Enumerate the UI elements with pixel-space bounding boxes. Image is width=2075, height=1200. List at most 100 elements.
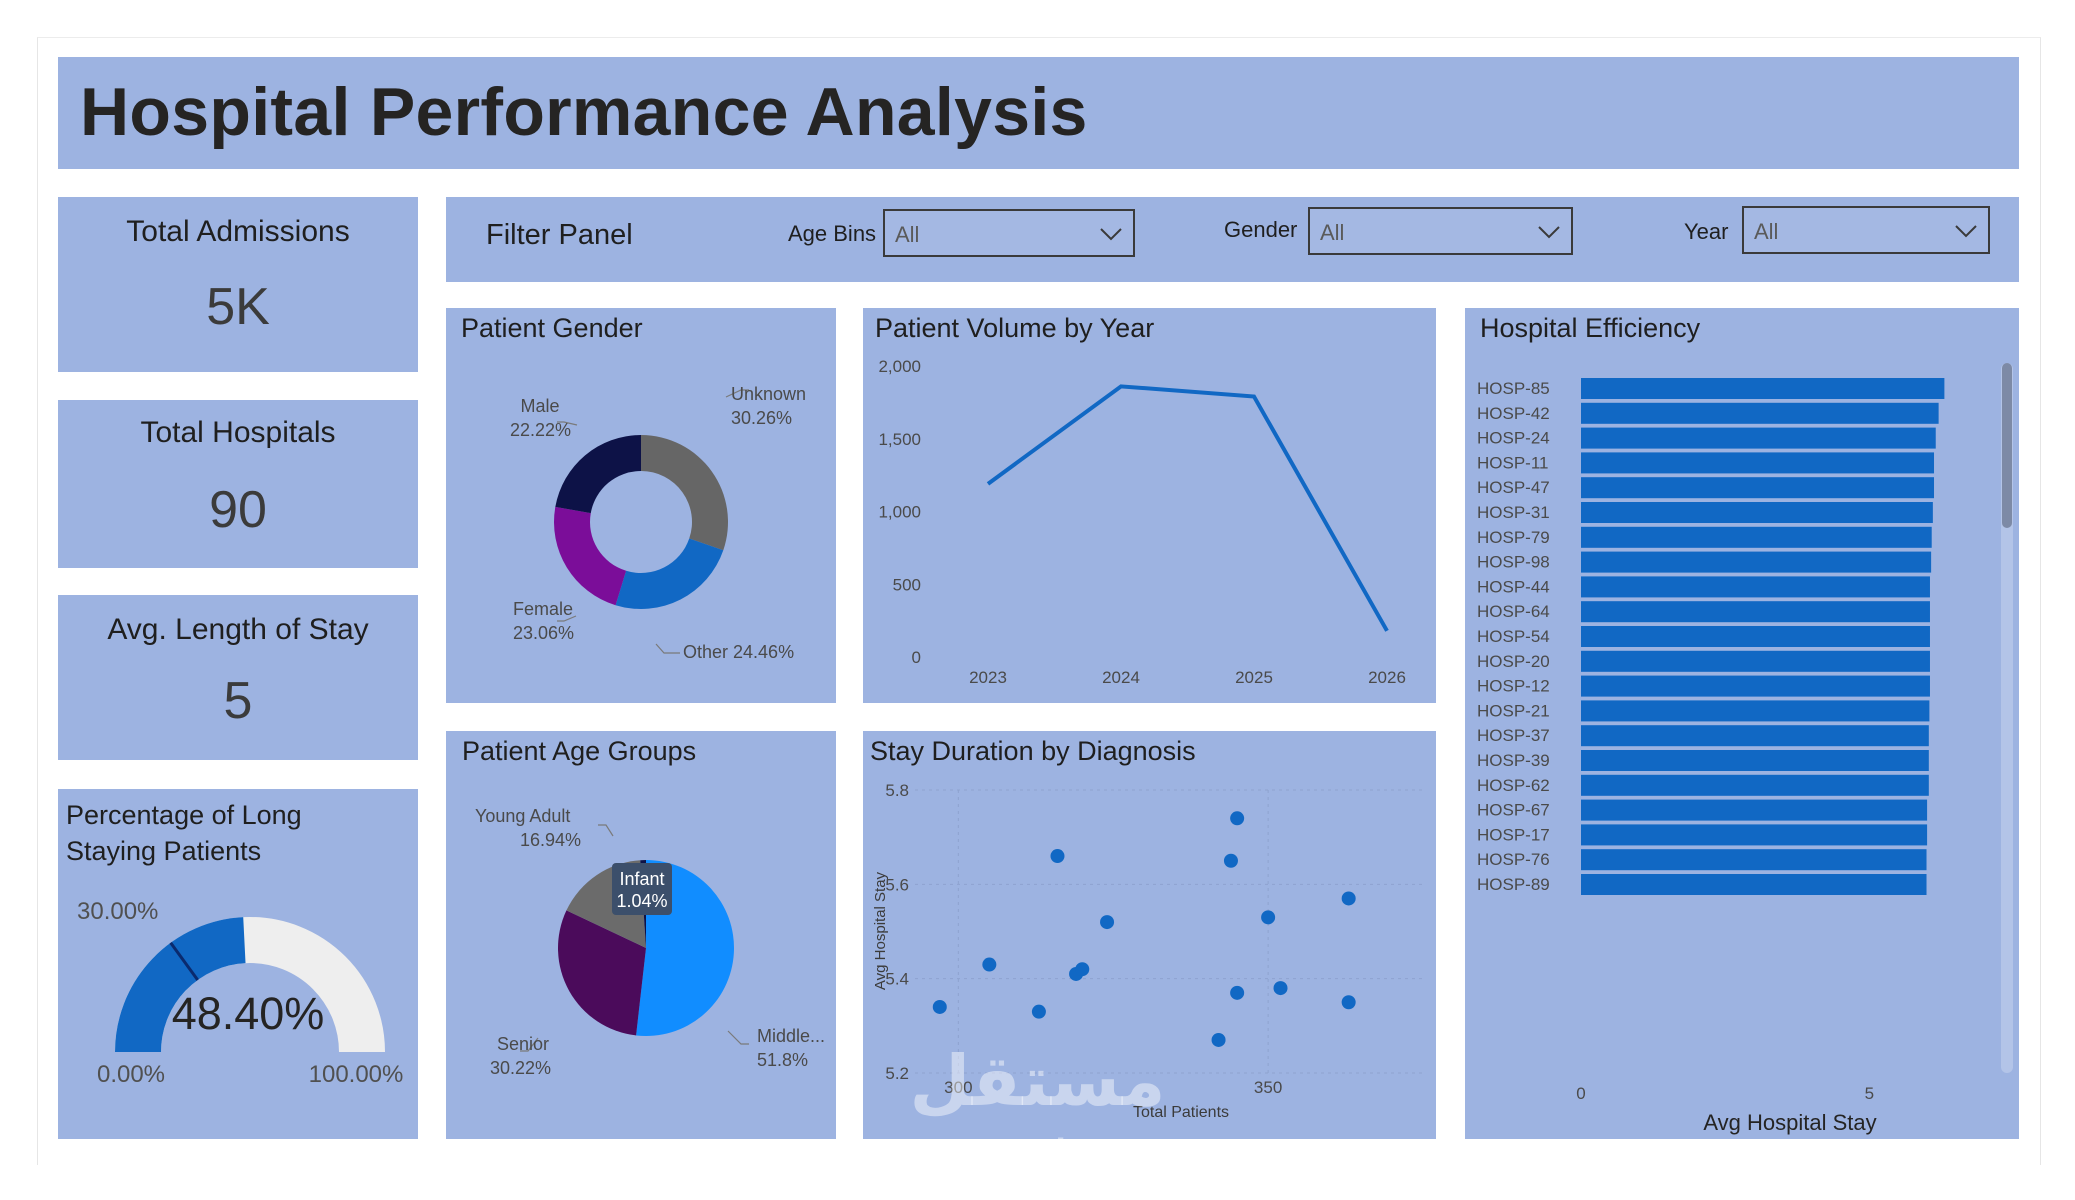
bar-category-label: HOSP-64: [1477, 602, 1550, 621]
x-tick-label: 2023: [969, 668, 1007, 687]
label-senior-pct: 30.22%: [490, 1058, 551, 1078]
y-tick-label: 1,500: [878, 430, 921, 449]
bar-hosp-11[interactable]: [1581, 452, 1935, 474]
chevron-down-icon: [1100, 228, 1122, 241]
bar-hosp-79[interactable]: [1581, 526, 1932, 548]
scatter-point[interactable]: [1261, 910, 1276, 925]
chevron-down-icon: [1955, 225, 1977, 238]
page-title: Hospital Performance Analysis: [80, 74, 1088, 150]
bar-category-label: HOSP-62: [1477, 776, 1550, 795]
patient-volume-card[interactable]: Patient Volume by Year 2,000 1,500 1,000 50…: [863, 308, 1436, 703]
label-middle-name: Middle...: [757, 1026, 825, 1046]
bar-hosp-37[interactable]: [1581, 725, 1929, 747]
donut-slice-unknown[interactable]: [641, 435, 728, 551]
bar-hosp-42[interactable]: [1581, 402, 1939, 424]
bar-category-label: HOSP-24: [1477, 429, 1550, 448]
gauge-chart: 30.00% 48.40% 0.00% 100.00%: [77, 898, 404, 1088]
bar-hosp-12[interactable]: [1581, 675, 1930, 697]
patient-age-card[interactable]: Patient Age Groups Young Adult 16.94% In…: [446, 731, 836, 1139]
scrollbar-thumb[interactable]: [2002, 363, 2012, 528]
year-dropdown[interactable]: All: [1742, 206, 1990, 254]
patient-gender-card[interactable]: Patient Gender Unknown 30.26% Male 22.22…: [446, 308, 836, 703]
y-tick-label: 2,000: [878, 357, 921, 376]
bar-hosp-67[interactable]: [1581, 799, 1928, 821]
bar-category-label: HOSP-54: [1477, 627, 1550, 646]
report-canvas: [37, 37, 2041, 1165]
scatter-point[interactable]: [1211, 1032, 1226, 1047]
bar-hosp-98[interactable]: [1581, 551, 1932, 573]
scatter-point[interactable]: [1075, 962, 1090, 977]
kpi-card-hospitals[interactable]: Total Hospitals 90: [58, 400, 418, 568]
kpi-card-avg-stay[interactable]: Avg. Length of Stay 5: [58, 595, 418, 760]
kpi-label: Total Hospitals: [140, 416, 336, 449]
bar-hosp-62[interactable]: [1581, 774, 1929, 796]
scrollbar[interactable]: [2001, 363, 2013, 1073]
filter-panel-title: Filter Panel: [486, 219, 633, 251]
gauge-title-line2: Staying Patients: [66, 836, 262, 866]
bar-hosp-31[interactable]: [1581, 502, 1933, 523]
kpi-value: 5: [223, 672, 253, 730]
bar-hosp-24[interactable]: [1581, 427, 1936, 449]
donut-slice-female[interactable]: [554, 506, 627, 606]
scatter-point[interactable]: [932, 999, 947, 1014]
label-male-pct: 22.22%: [510, 420, 571, 440]
age-bins-dropdown[interactable]: All: [883, 209, 1135, 257]
bar-hosp-44[interactable]: [1581, 576, 1930, 598]
scatter-point[interactable]: [1031, 1004, 1046, 1019]
gauge-card[interactable]: Percentage of Long Staying Patients 30.0…: [58, 789, 418, 1139]
hospital-efficiency-card[interactable]: Hospital Efficiency HOSP-85 HOSP-42 HOSP-2…: [1465, 308, 2019, 1139]
label-female-name: Female: [513, 599, 573, 619]
x-tick-label: 5: [1865, 1084, 1874, 1103]
series-line: [986, 384, 1389, 632]
donut-slice-other[interactable]: [615, 538, 724, 609]
bar-hosp-17[interactable]: [1581, 824, 1928, 846]
bar-category-label: HOSP-85: [1477, 379, 1550, 398]
bar-category-label: HOSP-79: [1477, 528, 1550, 547]
scatter-point[interactable]: [1273, 981, 1288, 996]
bar-hosp-20[interactable]: [1581, 650, 1930, 672]
bar-hosp-64[interactable]: [1581, 601, 1930, 623]
scatter-point[interactable]: [1230, 985, 1245, 1000]
y-axis-title: Avg Hospital Stay: [872, 871, 889, 990]
bar-hosp-47[interactable]: [1581, 477, 1935, 499]
title-bar: Hospital Performance Analysis: [58, 57, 2019, 169]
stay-duration-card[interactable]: Stay Duration by Diagnosis 5.8 5.6 5.4 5.2 …: [863, 731, 1436, 1139]
bar-category-label: HOSP-42: [1477, 404, 1550, 423]
donut-slice-male[interactable]: [555, 435, 641, 514]
label-infant-name: Infant: [619, 869, 664, 889]
bar-category-label: HOSP-17: [1477, 825, 1550, 844]
y-tick-label: 5.8: [885, 781, 909, 800]
year-label: Year: [1684, 219, 1729, 244]
label-senior-name: Senior: [497, 1034, 549, 1054]
gauge-max-label: 100.00%: [309, 1061, 404, 1088]
y-tick-label: 1,000: [878, 503, 921, 522]
bar-hosp-39[interactable]: [1581, 750, 1929, 771]
kpi-card-admissions[interactable]: Total Admissions 5K: [58, 197, 418, 372]
bar-category-label: HOSP-47: [1477, 478, 1550, 497]
kpi-label: Avg. Length of Stay: [107, 613, 369, 646]
label-middle-pct: 51.8%: [757, 1050, 808, 1070]
bar-hosp-76[interactable]: [1581, 849, 1927, 871]
bar-hosp-54[interactable]: [1581, 626, 1930, 647]
gender-dropdown[interactable]: All: [1308, 207, 1573, 255]
scatter-point[interactable]: [1100, 915, 1115, 930]
bar-category-label: HOSP-98: [1477, 553, 1550, 572]
x-tick-label: 2024: [1102, 668, 1140, 687]
gender-donut-chart: Unknown 30.26% Male 22.22% Female 23.06%…: [510, 384, 806, 662]
kpi-value: 90: [209, 481, 267, 539]
scatter-point[interactable]: [1223, 853, 1238, 868]
pie-slice-senior[interactable]: [558, 910, 646, 1036]
bar-hosp-89[interactable]: [1581, 874, 1927, 895]
bar-hosp-85[interactable]: [1581, 378, 1945, 399]
bar-hosp-21[interactable]: [1581, 700, 1930, 722]
age-bins-value: All: [895, 222, 920, 247]
scatter-point[interactable]: [1230, 811, 1245, 826]
scatter-point[interactable]: [1341, 995, 1356, 1010]
watermark-latin: mostaql.com: [920, 1132, 1155, 1174]
x-tick-label: 350: [1254, 1078, 1282, 1097]
scatter-point[interactable]: [1341, 891, 1356, 906]
scatter-point[interactable]: [982, 957, 997, 972]
efficiency-bar-chart: HOSP-85 HOSP-42 HOSP-24 HOSP-11 HOSP-47 HOSP-…: [1477, 378, 1945, 1135]
gender-value: All: [1320, 220, 1345, 245]
scatter-point[interactable]: [1050, 849, 1065, 864]
